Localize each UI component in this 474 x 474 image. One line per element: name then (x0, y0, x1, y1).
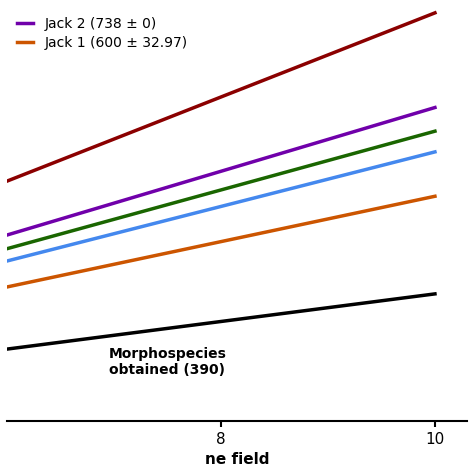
X-axis label: ne field: ne field (205, 452, 269, 467)
Legend: Jack 2 (738 ± 0), Jack 1 (600 ± 32.97): Jack 2 (738 ± 0), Jack 1 (600 ± 32.97) (14, 14, 191, 53)
Text: Morphospecies
obtained (390): Morphospecies obtained (390) (109, 347, 227, 377)
